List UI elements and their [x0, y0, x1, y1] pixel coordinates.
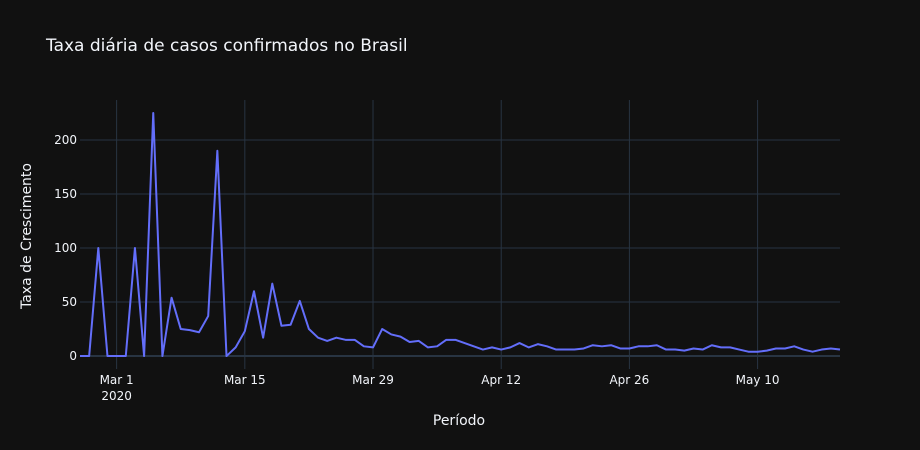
series-line — [80, 111, 841, 358]
x-tick-label: Apr 12 — [481, 373, 521, 387]
y-tick-label: 0 — [69, 349, 77, 363]
x-tick-label: Mar 15 — [224, 373, 266, 387]
x-tick-label: May 10 — [736, 373, 780, 387]
chart-title: Taxa diária de casos confirmados no Bras… — [45, 36, 408, 56]
y-tick-label: 100 — [54, 241, 77, 255]
y-tick-label: 200 — [54, 133, 77, 147]
tick-layer: 0 50 100 150 200 Mar 1 2020 Mar 15 Mar 29 Apr 12 A… — [54, 133, 779, 403]
y-tick-label: 150 — [54, 187, 77, 201]
y-axis-label: Taxa de Crescimento — [19, 163, 35, 310]
x-tick-label: Apr 26 — [609, 373, 649, 387]
x-tick-sublabel: 2020 — [101, 389, 132, 403]
x-tick-label: Mar 1 — [100, 373, 134, 387]
x-tick-label: Mar 29 — [352, 373, 394, 387]
y-tick-label: 50 — [62, 295, 77, 309]
grid-layer — [80, 100, 840, 369]
x-axis-label: Período — [433, 413, 485, 429]
